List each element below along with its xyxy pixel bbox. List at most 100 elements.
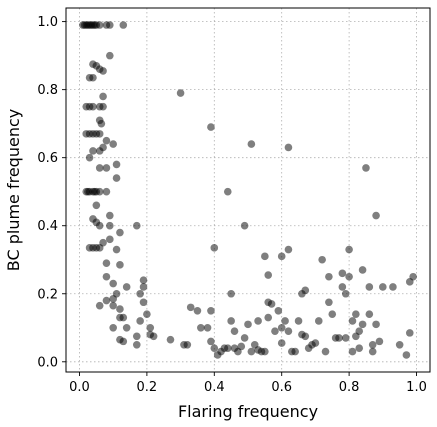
- scatter-point: [318, 255, 326, 264]
- scatter-point: [372, 320, 380, 329]
- x-tick-label: 0.0: [69, 380, 90, 395]
- scatter-point: [99, 92, 107, 101]
- scatter-point: [102, 136, 111, 145]
- scatter-point: [102, 164, 111, 172]
- scatter-point: [109, 301, 117, 310]
- x-tick-label: 0.6: [271, 380, 292, 395]
- scatter-point: [294, 317, 303, 325]
- scatter-point: [274, 306, 283, 315]
- scatter-point: [132, 221, 141, 230]
- scatter-point: [281, 317, 289, 325]
- scatter-point: [97, 119, 106, 128]
- scatter-point: [109, 140, 117, 148]
- scatter-point: [368, 347, 377, 356]
- scatter-point: [116, 305, 124, 313]
- scatter-point: [358, 320, 367, 329]
- scatter-point: [348, 347, 357, 356]
- scatter-point: [345, 245, 353, 254]
- y-tick-label: 0.8: [37, 83, 58, 98]
- scatter-point: [132, 332, 141, 341]
- scatter-point: [341, 289, 350, 298]
- grid: [66, 8, 430, 372]
- scatter-point: [89, 147, 97, 155]
- scatter-point: [277, 323, 286, 332]
- scatter-point: [341, 334, 350, 342]
- scatter-point: [106, 51, 114, 60]
- scatter-point: [389, 283, 397, 291]
- scatter-point: [207, 337, 215, 346]
- scatter-point: [210, 244, 219, 252]
- scatter-point: [314, 317, 323, 325]
- scatter-point: [348, 317, 357, 325]
- scatter-point: [264, 313, 273, 322]
- scatter-point: [197, 323, 205, 332]
- scatter-point: [328, 310, 337, 318]
- scatter-point: [261, 347, 269, 356]
- scatter-point: [372, 211, 380, 220]
- scatter-point: [89, 73, 97, 82]
- scatter-point: [271, 327, 279, 335]
- scatter-point: [402, 351, 411, 359]
- scatter-point: [136, 317, 144, 325]
- scatter-point: [85, 153, 94, 162]
- scatter-point: [379, 283, 387, 291]
- scatter-point: [95, 301, 104, 310]
- scatter-point: [116, 261, 124, 269]
- scatter-point: [106, 21, 114, 29]
- y-tick-label: 0.0: [37, 355, 58, 370]
- scatter-point: [99, 102, 107, 111]
- y-tick-label: 0.4: [37, 219, 58, 234]
- scatter-point: [223, 344, 232, 352]
- x-axis-label: Flaring frequency: [178, 402, 318, 421]
- scatter-point: [321, 347, 330, 356]
- y-axis-label: BC plume frequency: [4, 109, 23, 271]
- scatter-point: [409, 272, 417, 281]
- scatter-point: [176, 89, 185, 97]
- scatter-point: [277, 252, 286, 261]
- scatter-point: [139, 298, 148, 307]
- scatter-point: [254, 317, 262, 325]
- scatter-point: [277, 339, 286, 347]
- scatter-point: [149, 332, 158, 341]
- y-axis-ticks: 0.0 0.2 0.4 0.6 0.8 1.0: [37, 15, 66, 370]
- scatter-point: [139, 283, 148, 291]
- scatter-point: [106, 211, 114, 220]
- scatter-point: [119, 313, 128, 322]
- scatter-point: [284, 245, 293, 254]
- scatter-point: [335, 334, 343, 342]
- scatter-point: [102, 187, 111, 196]
- scatter-point: [355, 344, 364, 352]
- y-tick-label: 0.2: [37, 287, 58, 302]
- scatter-point: [95, 187, 104, 196]
- scatter-point: [362, 164, 370, 172]
- scatter-point: [95, 244, 104, 252]
- scatter-point: [358, 266, 367, 274]
- scatter-point: [102, 296, 111, 305]
- scatter-point: [345, 272, 353, 281]
- scatter-point: [95, 21, 104, 29]
- scatter-point: [227, 317, 235, 325]
- scatter-point: [183, 340, 192, 349]
- x-axis-ticks: 0.0 0.2 0.4 0.6 0.8 1.0: [69, 372, 427, 395]
- scatter-point: [237, 342, 246, 351]
- scatter-point: [244, 320, 252, 329]
- scatter-point: [355, 327, 364, 335]
- scatter-point: [122, 283, 131, 291]
- scatter-point: [109, 323, 117, 332]
- y-tick-label: 0.6: [37, 151, 58, 166]
- scatter-point: [116, 228, 124, 237]
- scatter-point: [267, 300, 276, 308]
- x-tick-label: 0.2: [137, 380, 158, 395]
- scatter-point: [122, 323, 131, 332]
- y-tick-label: 1.0: [37, 15, 58, 30]
- scatter-point: [99, 67, 107, 75]
- scatter-point: [92, 201, 101, 210]
- scatter-point: [210, 344, 219, 352]
- scatter-point: [106, 235, 114, 244]
- scatter-point: [139, 276, 148, 284]
- scatter-point: [230, 327, 239, 335]
- scatter-point: [109, 295, 117, 303]
- scatter-point: [338, 269, 347, 278]
- scatter-point: [143, 310, 151, 318]
